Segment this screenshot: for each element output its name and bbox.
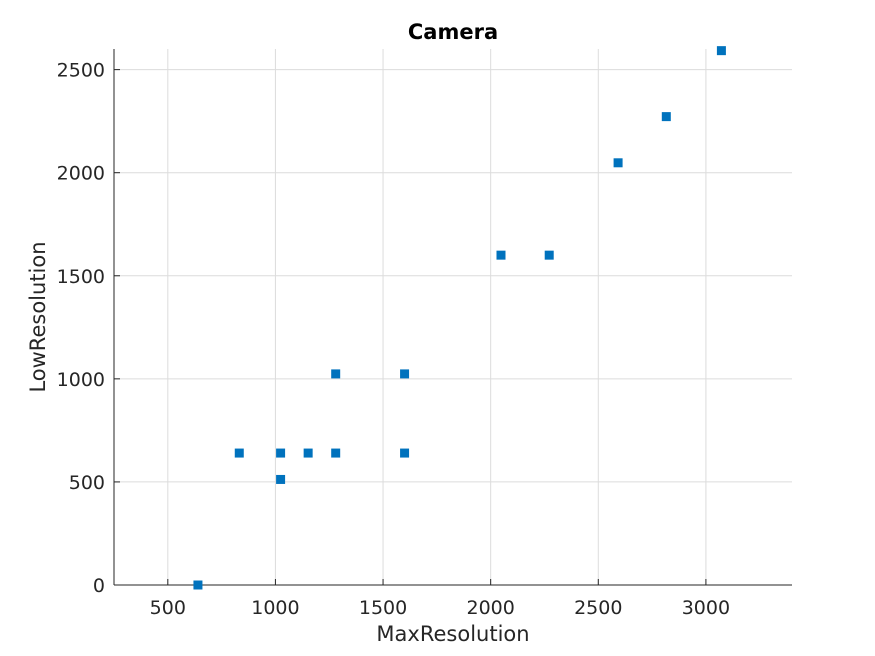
y-tick-label: 2000: [57, 163, 105, 185]
data-point: [661, 112, 671, 122]
data-point: [544, 250, 554, 260]
data-point: [331, 448, 341, 458]
x-tick-label: 500: [150, 597, 186, 619]
x-tick-label: 1500: [359, 597, 407, 619]
data-point: [276, 448, 286, 458]
data-point: [496, 250, 506, 260]
data-point: [276, 474, 286, 484]
y-tick-label: 1000: [57, 369, 105, 391]
y-tick-label: 2500: [57, 60, 105, 82]
y-tick-label: 0: [93, 575, 105, 597]
data-point: [234, 448, 244, 458]
x-tick-label: 2500: [574, 597, 622, 619]
data-point: [716, 46, 726, 56]
data-point: [193, 580, 203, 590]
grid: [114, 49, 792, 586]
data-point: [613, 158, 623, 168]
y-tick-label: 500: [69, 472, 105, 494]
x-tick-label: 2000: [466, 597, 514, 619]
chart-title: Camera: [408, 20, 498, 44]
data-point: [400, 369, 410, 379]
y-axis-title: LowResolution: [26, 241, 50, 392]
x-tick-labels: 500 1000 1500 2000 2500 3000: [150, 579, 730, 619]
x-axis-title: MaxResolution: [376, 622, 529, 646]
y-tick-labels: 0 500 1000 1500 2000 2500: [57, 60, 120, 597]
data-point: [303, 448, 313, 458]
x-tick-label: 3000: [682, 597, 730, 619]
data-point: [331, 369, 341, 379]
data-point: [400, 448, 410, 458]
axes: [113, 49, 792, 586]
y-tick-label: 1500: [57, 266, 105, 288]
x-tick-label: 1000: [251, 597, 299, 619]
data-points: [193, 46, 726, 590]
